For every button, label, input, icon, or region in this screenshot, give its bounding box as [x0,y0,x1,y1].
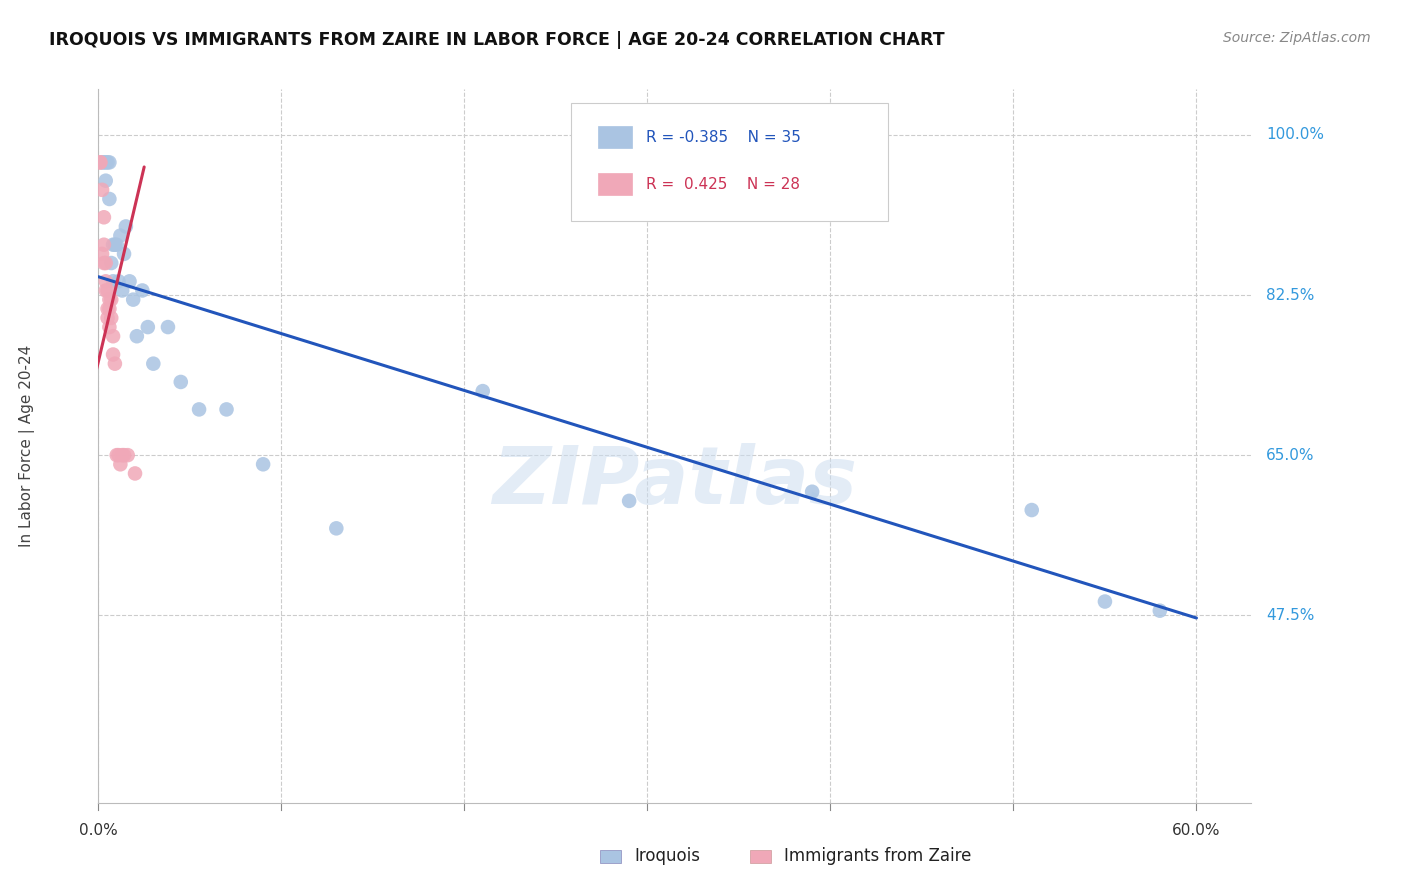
Point [100,293,122,307]
Text: 65.0%: 65.0% [1265,448,1315,463]
Bar [598,127,633,148]
Point [801,484,824,499]
Point [107,448,129,462]
Point [91,155,114,169]
Bar [749,850,770,863]
Point [89,155,111,169]
Text: ZIPatlas: ZIPatlas [492,442,858,521]
Point [94,256,117,270]
Point [91,183,114,197]
Point [136,320,159,334]
Point [94,274,117,288]
Point [93,237,115,252]
Point [104,357,127,371]
Point [98,293,121,307]
Bar [598,173,633,194]
Point [252,458,274,472]
Text: Iroquois: Iroquois [634,847,700,865]
Point [97,284,120,298]
Bar [600,850,620,863]
Point [101,329,124,343]
Point [118,274,141,288]
Point [122,293,145,307]
Point [142,357,165,371]
Point [93,211,115,225]
Point [1094,594,1116,608]
Point [124,467,146,481]
Point [98,301,121,316]
Point [617,494,640,508]
Point [117,448,139,462]
Point [112,247,135,261]
Point [1021,503,1043,517]
Text: R =  0.425    N = 28: R = 0.425 N = 28 [647,177,800,192]
Point [100,310,122,325]
Point [98,192,121,206]
Text: R = -0.385    N = 35: R = -0.385 N = 35 [647,129,801,145]
Point [94,155,117,169]
Text: 60.0%: 60.0% [1173,823,1220,838]
Point [105,448,128,462]
Text: Immigrants from Zaire: Immigrants from Zaire [785,847,972,865]
Point [94,284,117,298]
Point [325,521,347,535]
Point [105,237,128,252]
Text: 47.5%: 47.5% [1265,607,1315,623]
Point [471,384,494,398]
Point [188,402,211,417]
Text: 82.5%: 82.5% [1265,287,1315,302]
Point [93,155,115,169]
Text: IROQUOIS VS IMMIGRANTS FROM ZAIRE IN LABOR FORCE | AGE 20-24 CORRELATION CHART: IROQUOIS VS IMMIGRANTS FROM ZAIRE IN LAB… [49,31,945,49]
Text: Source: ZipAtlas.com: Source: ZipAtlas.com [1223,31,1371,45]
Point [89,155,111,169]
Point [156,320,179,334]
Point [97,155,120,169]
Point [101,237,124,252]
Point [125,329,148,343]
Point [100,256,122,270]
Point [101,347,124,361]
Point [115,219,138,234]
Point [101,274,124,288]
Point [107,274,129,288]
Point [91,247,114,261]
Point [94,174,117,188]
Text: 0.0%: 0.0% [79,823,118,838]
Point [170,375,193,389]
Point [131,284,153,298]
Point [98,155,121,169]
Point [104,237,127,252]
Point [93,256,115,270]
Point [112,448,135,462]
Point [110,458,132,472]
FancyBboxPatch shape [571,103,889,221]
Point [1149,604,1171,618]
Point [111,448,134,462]
Text: 100.0%: 100.0% [1265,128,1324,143]
Point [97,310,120,325]
Point [215,402,238,417]
Point [111,284,134,298]
Text: In Labor Force | Age 20-24: In Labor Force | Age 20-24 [18,345,35,547]
Point [98,320,121,334]
Point [110,228,132,243]
Point [97,301,120,316]
